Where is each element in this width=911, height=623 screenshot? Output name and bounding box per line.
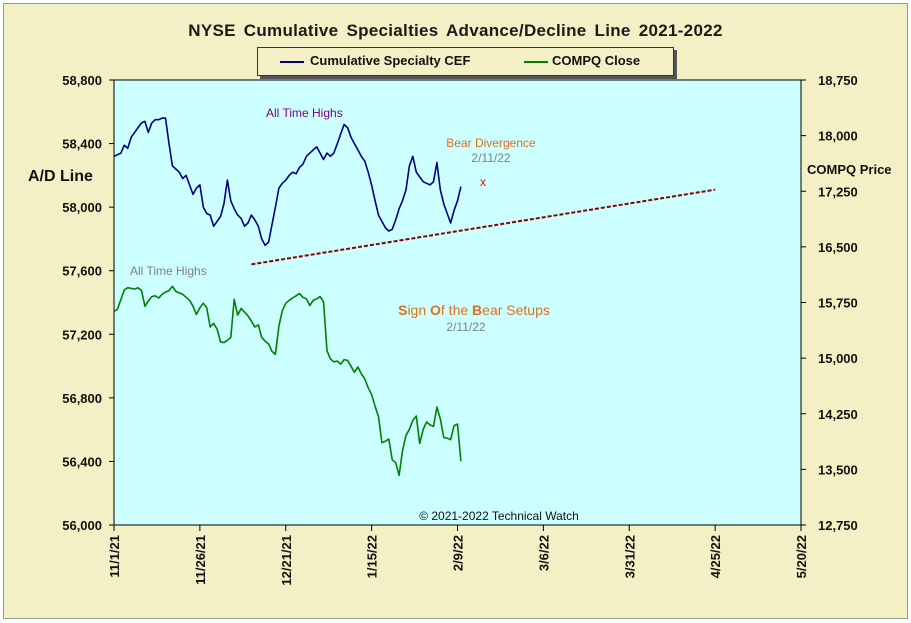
y-left-tick-label: 56,400 (62, 454, 102, 469)
annotation-bear-divergence-date: 2/11/22 (471, 151, 510, 165)
chart-legend: Cumulative Specialty CEF COMPQ Close (257, 47, 674, 76)
y-axis-left-label: A/D Line (28, 168, 93, 185)
x-tick-label: 11/26/21 (193, 535, 208, 585)
x-tick-label: 4/25/22 (708, 535, 723, 578)
annotation-bear-divergence: Bear Divergence (446, 136, 536, 150)
y-left-tick-label: 58,400 (62, 137, 102, 152)
x-tick-label: 2/9/22 (451, 535, 466, 571)
y-right-tick-label: 17,250 (818, 184, 858, 199)
copyright-text: © 2021-2022 Technical Watch (419, 509, 579, 523)
annotation-bear-setups-part: f the (441, 302, 472, 318)
y-left-tick-label: 56,000 (62, 518, 102, 533)
annotation-bear-setups-part: ign (407, 302, 430, 318)
annotation-bear-setups-part: O (430, 302, 441, 318)
y-right-tick-label: 14,250 (818, 407, 858, 422)
x-tick-label: 1/15/22 (365, 535, 380, 578)
annotation-bear-setups-part: ear Setups (482, 302, 550, 318)
chart-title: NYSE Cumulative Specialties Advance/Decl… (188, 21, 723, 40)
y-left-tick-label: 58,000 (62, 200, 102, 215)
annotation-bear-setups: Sign Of the Bear Setups (398, 302, 550, 318)
y-right-tick-label: 18,000 (818, 129, 858, 144)
annotation-all-time-highs-ad: All Time Highs (266, 106, 343, 120)
legend-label-compq: COMPQ Close (552, 53, 641, 68)
legend-swatch-ad-line (280, 61, 304, 63)
series-line-compq (113, 285, 462, 477)
series-line-ad-line (113, 117, 462, 247)
y-right-tick-label: 16,500 (818, 240, 858, 255)
bear-trendline (251, 188, 716, 266)
y-left-tick-label: 58,800 (62, 73, 102, 88)
x-tick-label: 3/6/22 (536, 535, 551, 571)
y-right-tick-label: 18,750 (818, 73, 858, 88)
y-right-tick-label: 13,500 (818, 462, 858, 477)
x-tick-label: 5/20/22 (794, 535, 809, 578)
plot-area (113, 79, 802, 526)
x-tick-label: 3/31/22 (622, 535, 637, 578)
y-right-tick-label: 15,000 (818, 351, 858, 366)
y-left-tick-label: 57,600 (62, 264, 102, 279)
x-tick-label: 12/21/21 (279, 535, 294, 586)
annotation-bear-setups-part: S (398, 302, 407, 318)
annotation-bear-setups-part: B (472, 302, 482, 318)
annotation-all-time-highs-compq: All Time Highs (130, 264, 207, 278)
legend-label-ad-line: Cumulative Specialty CEF (310, 53, 471, 68)
y-axis-right-label: COMPQ Price (807, 162, 892, 177)
y-left-tick-label: 56,800 (62, 391, 102, 406)
y-left-tick-label: 57,200 (62, 327, 102, 342)
x-tick-label: 11/1/21 (107, 535, 122, 578)
annotation-bear-setups-date: 2/11/22 (446, 320, 485, 334)
annotation-divergence-marker: x (480, 175, 486, 189)
y-right-tick-label: 15,750 (818, 296, 858, 311)
legend-swatch-compq (524, 61, 548, 63)
y-right-tick-label: 12,750 (818, 518, 858, 533)
